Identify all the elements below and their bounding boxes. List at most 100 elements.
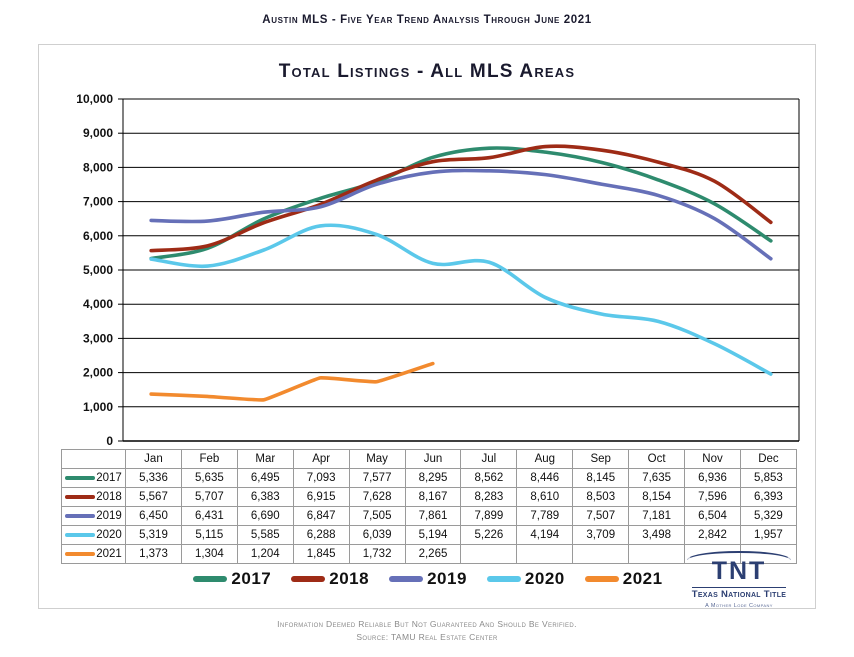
table-cell: 7,899: [460, 506, 518, 526]
table-row-label-2021: 2021: [61, 544, 126, 564]
table-col-header-may: May: [348, 449, 406, 469]
table-col-header-dec: Dec: [739, 449, 797, 469]
table-cell: 3,498: [628, 525, 686, 545]
table-cell: 7,093: [292, 468, 350, 488]
line-series-2018: [149, 144, 773, 253]
table-row: 2019 6,450 6,431 6,690 6,847 7,505 7,861 7,899 7…: [61, 506, 797, 526]
table-cell: 6,504: [684, 506, 741, 526]
y-axis-tick-label: 9,000: [83, 126, 113, 140]
table-cell: 5,707: [180, 487, 238, 507]
y-axis-tick-label: 2,000: [83, 366, 113, 380]
table-cell: 1,732: [348, 544, 406, 564]
table-row: 2020 5,319 5,115 5,585 6,288 6,039 5,194 5,226 4…: [61, 525, 797, 545]
table-row-label-2020: 2020: [61, 525, 126, 545]
table-row-label-2019: 2019: [61, 506, 126, 526]
logo-company-name: Texas National Title: [691, 587, 787, 600]
table-cell: 5,585: [236, 525, 294, 545]
table-cell: 6,936: [684, 468, 741, 488]
legend-swatch-icon: [584, 576, 619, 582]
table-cell: 7,628: [348, 487, 406, 507]
legend-item-2019: 2019: [389, 569, 467, 589]
table-col-header-aug: Aug: [516, 449, 574, 469]
legend-swatch-icon: [389, 576, 424, 582]
table-cell: 5,567: [125, 487, 182, 507]
table-row-label-2018: 2018: [61, 487, 126, 507]
table-row-label-2017: 2017: [61, 468, 126, 488]
table-cell: 7,596: [684, 487, 741, 507]
table-cell: 6,431: [180, 506, 238, 526]
logo-tagline: A Mother Lode Company: [705, 603, 773, 609]
table-col-header-nov: Nov: [684, 449, 741, 469]
table-cell: 3,709: [572, 525, 630, 545]
page-title: Austin MLS - Five Year Trend Analysis Th…: [262, 14, 592, 26]
table-col-header-mar: Mar: [236, 449, 294, 469]
table-cell: 1,304: [180, 544, 238, 564]
logo-mark: TNT: [711, 557, 767, 585]
table-cell: 1,373: [125, 544, 182, 564]
table-cell: 6,383: [236, 487, 294, 507]
y-axis-tick-label: 3,000: [83, 331, 113, 345]
table-cell: 8,167: [404, 487, 462, 507]
table-cell: 1,845: [292, 544, 350, 564]
data-table-container: Jan Feb Mar Apr May Jun Jul Aug Sep Oct Nov Dec 201…: [61, 449, 797, 564]
table-cell: 7,181: [628, 506, 686, 526]
legend-label: 2019: [427, 569, 467, 588]
table-cell: 5,635: [180, 468, 238, 488]
y-axis-tick-label: 10,000: [76, 92, 113, 106]
y-axis-tick-label: 5,000: [83, 263, 113, 277]
y-axis-tick-label: 1,000: [83, 400, 113, 414]
table-cell: [628, 544, 686, 564]
table-cell: 7,577: [348, 468, 406, 488]
table-cell: 8,145: [572, 468, 630, 488]
series-swatch-icon: [65, 513, 96, 518]
footer: Information deemed reliable but not guar…: [0, 618, 854, 644]
line-series-2017: [149, 146, 773, 261]
legend-label: 2017: [231, 569, 272, 588]
table-cell: 5,115: [180, 525, 238, 545]
table-col-header-jan: Jan: [125, 449, 182, 469]
table-cell: 8,283: [460, 487, 518, 507]
footer-source: Source: TAMU Real Estate Center: [356, 632, 498, 642]
series-year-label: 2018: [96, 490, 122, 503]
table-col-header-feb: Feb: [180, 449, 238, 469]
line-chart-svg: 10,000 9,000 8,000 7,000 6,000 5,000 4,000 3,00…: [76, 92, 800, 448]
table-cell: 5,194: [404, 525, 462, 545]
table-row: 2017 5,336 5,635 6,495 7,093 7,577 8,295 8,562 8…: [61, 468, 797, 488]
legend-item-2021: 2021: [584, 569, 663, 589]
table-cell: [516, 544, 574, 564]
legend-label: 2021: [622, 569, 663, 588]
legend-item-2020: 2020: [486, 569, 565, 589]
y-axis-tick-label: 4,000: [83, 297, 113, 311]
legend-item-2017: 2017: [193, 569, 271, 589]
table-cell: 6,450: [125, 506, 182, 526]
table-cell: 5,853: [739, 468, 797, 488]
table-cell: 8,295: [404, 468, 462, 488]
table-col-header-oct: Oct: [628, 449, 686, 469]
table-corner-cell: [61, 449, 126, 469]
legend-label: 2018: [329, 569, 370, 588]
table-cell: [460, 544, 518, 564]
legend-swatch-icon: [486, 576, 521, 582]
table-cell: 7,635: [628, 468, 686, 488]
chart-card: Total Listings - All MLS Areas 10,000 9,0…: [38, 44, 816, 609]
y-axis-tick-label: 6,000: [83, 229, 113, 243]
chart-title: Total Listings - All MLS Areas: [278, 61, 576, 82]
y-axis-tick-label: 0: [106, 434, 113, 448]
table-cell: 8,610: [516, 487, 574, 507]
table-cell: 2,842: [684, 525, 741, 545]
legend-label: 2020: [524, 569, 565, 588]
footer-disclaimer: Information deemed reliable but not guar…: [277, 619, 577, 629]
chart-plot-area: 10,000 9,000 8,000 7,000 6,000 5,000 4,000 3,00…: [39, 91, 817, 451]
table-row: 2018 5,567 5,707 6,383 6,915 7,628 8,167 8,283 8…: [61, 487, 797, 507]
legend-item-2018: 2018: [291, 569, 369, 589]
series-year-label: 2021: [96, 547, 122, 560]
table-cell: 4,194: [516, 525, 574, 545]
table-cell: 7,507: [572, 506, 630, 526]
data-table: Jan Feb Mar Apr May Jun Jul Aug Sep Oct Nov Dec 201…: [61, 449, 797, 564]
table-cell: 8,503: [572, 487, 630, 507]
legend-swatch-icon: [193, 576, 228, 582]
series-year-label: 2019: [96, 509, 122, 522]
table-cell: 6,288: [292, 525, 350, 545]
table-col-header-apr: Apr: [292, 449, 350, 469]
table-col-header-sep: Sep: [572, 449, 630, 469]
